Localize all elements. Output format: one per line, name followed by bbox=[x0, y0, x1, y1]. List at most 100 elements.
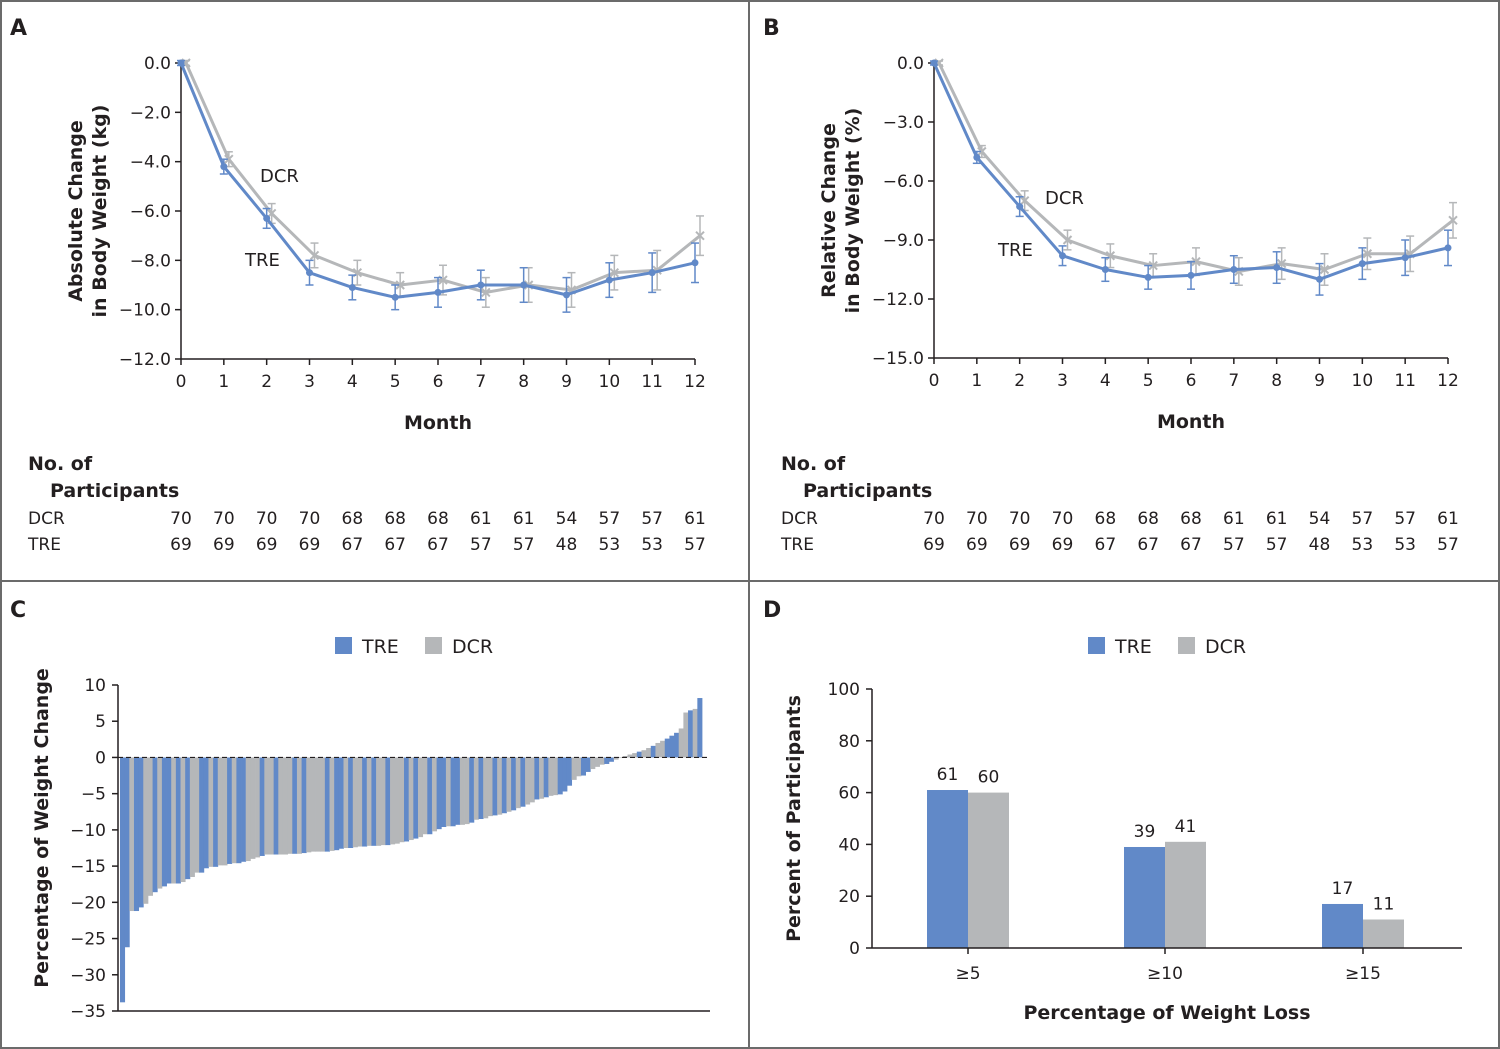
waterfall-bar bbox=[608, 757, 614, 762]
x-tick-label: 8 bbox=[1271, 371, 1282, 391]
x-tick-label: ≥15 bbox=[1345, 964, 1381, 984]
waterfall-bar bbox=[436, 757, 442, 830]
data-point-tre bbox=[1016, 203, 1024, 211]
bar-value-label: 60 bbox=[978, 768, 1000, 788]
waterfall-bar bbox=[329, 757, 335, 851]
waterfall-bar bbox=[525, 757, 531, 805]
waterfall-bar bbox=[362, 757, 368, 847]
x-tick-label: 4 bbox=[347, 372, 358, 392]
data-point-tre bbox=[563, 291, 570, 299]
participants-count: 53 bbox=[1394, 535, 1416, 555]
waterfall-bar bbox=[641, 750, 647, 758]
waterfall-bar bbox=[334, 757, 340, 851]
waterfall-bar bbox=[539, 757, 545, 799]
series-label-dcr: DCR bbox=[1045, 188, 1084, 209]
data-point-dcr bbox=[1191, 256, 1201, 267]
data-point-tre bbox=[348, 283, 356, 291]
panel-d: D TRE DCR 61 60 ≥5 39 41 ≥10 17 11 ≥15 0 20 40 60 80 100… bbox=[763, 598, 1462, 1024]
waterfall-bar bbox=[315, 757, 321, 852]
x-tick-label: 11 bbox=[641, 372, 663, 392]
participants-count: 70 bbox=[170, 509, 192, 529]
x-tick-label: 0 bbox=[929, 371, 940, 391]
waterfall-bar bbox=[669, 735, 675, 758]
participants-row-label: TRE bbox=[780, 535, 814, 555]
participants-header-line-2: Participants bbox=[803, 480, 932, 502]
waterfall-bar bbox=[408, 757, 414, 841]
waterfall-bar bbox=[697, 698, 703, 758]
waterfall-bar bbox=[599, 757, 605, 765]
data-point-dcr bbox=[1448, 215, 1458, 226]
x-tick-label: 3 bbox=[304, 372, 315, 392]
waterfall-bar bbox=[189, 757, 195, 877]
waterfall-bar bbox=[390, 757, 396, 845]
waterfall-bar bbox=[352, 757, 358, 848]
waterfall-bar bbox=[483, 757, 489, 819]
x-tick-label: 12 bbox=[684, 372, 706, 392]
participants-count: 57 bbox=[513, 535, 535, 555]
series-label-tre: TRE bbox=[244, 250, 280, 271]
y-tick-label: −10.0 bbox=[119, 301, 171, 321]
y-tick-label: −20 bbox=[70, 893, 106, 913]
waterfall-bar bbox=[208, 757, 214, 867]
waterfall-bar bbox=[133, 757, 140, 912]
waterfall-bar bbox=[268, 757, 275, 855]
waterfall-bar bbox=[613, 757, 619, 760]
x-axis-title: Month bbox=[404, 412, 472, 434]
x-tick-label: 10 bbox=[599, 372, 621, 392]
participants-count: 70 bbox=[923, 509, 945, 529]
y-tick-label: 5 bbox=[95, 712, 106, 732]
participants-row-label: DCR bbox=[781, 509, 818, 529]
waterfall-bar bbox=[310, 757, 316, 852]
participants-count: 57 bbox=[1394, 509, 1416, 529]
participants-count: 54 bbox=[556, 509, 578, 529]
participants-count: 68 bbox=[1095, 509, 1117, 529]
participants-count: 68 bbox=[1137, 509, 1159, 529]
y-tick-label: 40 bbox=[838, 835, 860, 855]
x-tick-label: 4 bbox=[1100, 371, 1111, 391]
waterfall-bar bbox=[469, 757, 475, 823]
waterfall-bar bbox=[231, 757, 237, 864]
x-tick-label: 7 bbox=[475, 372, 486, 392]
waterfall-bar bbox=[222, 757, 228, 866]
y-axis-title-line-1: Absolute Change bbox=[65, 120, 87, 302]
waterfall-bar bbox=[147, 757, 153, 896]
waterfall-bar bbox=[213, 757, 219, 867]
x-tick-label: 5 bbox=[390, 372, 401, 392]
data-point-tre bbox=[306, 269, 313, 277]
data-point-tre bbox=[1316, 275, 1323, 283]
waterfall-bar bbox=[529, 757, 535, 803]
participants-count: 67 bbox=[342, 535, 364, 555]
data-point-tre bbox=[1101, 266, 1109, 273]
x-tick-label: 12 bbox=[1437, 371, 1459, 391]
waterfall-bar bbox=[371, 757, 377, 846]
x-tick-label: 7 bbox=[1228, 371, 1239, 391]
data-point-tre bbox=[1187, 271, 1195, 279]
data-point-tre bbox=[1230, 266, 1238, 273]
waterfall-bar bbox=[692, 708, 698, 758]
participants-count: 48 bbox=[1309, 535, 1331, 555]
waterfall-bar bbox=[194, 757, 200, 873]
waterfall-bar bbox=[296, 757, 302, 854]
participants-count: 61 bbox=[1437, 509, 1459, 529]
legend-swatch-tre bbox=[1088, 637, 1105, 654]
waterfall-bar bbox=[259, 757, 265, 856]
waterfall-bar bbox=[171, 757, 177, 884]
waterfall-bar bbox=[264, 757, 270, 855]
waterfall-bar bbox=[255, 757, 261, 858]
data-point-tre bbox=[391, 293, 399, 301]
waterfall-bar bbox=[431, 757, 438, 832]
waterfall-bar bbox=[553, 757, 559, 796]
data-point-tre bbox=[1273, 264, 1281, 272]
participants-count: 70 bbox=[1052, 509, 1074, 529]
waterfall-bar bbox=[124, 757, 130, 948]
waterfall-bar bbox=[278, 757, 284, 855]
data-point-dcr bbox=[977, 146, 987, 157]
waterfall-bar bbox=[338, 757, 344, 849]
data-point-dcr bbox=[1019, 195, 1030, 206]
y-tick-label: 0 bbox=[95, 748, 106, 768]
waterfall-bar bbox=[306, 757, 312, 853]
participants-row-label: DCR bbox=[28, 509, 65, 529]
x-axis-title: Percentage of Weight Loss bbox=[1023, 1002, 1310, 1024]
waterfall-bar bbox=[627, 754, 633, 758]
participants-count: 67 bbox=[1095, 535, 1117, 555]
